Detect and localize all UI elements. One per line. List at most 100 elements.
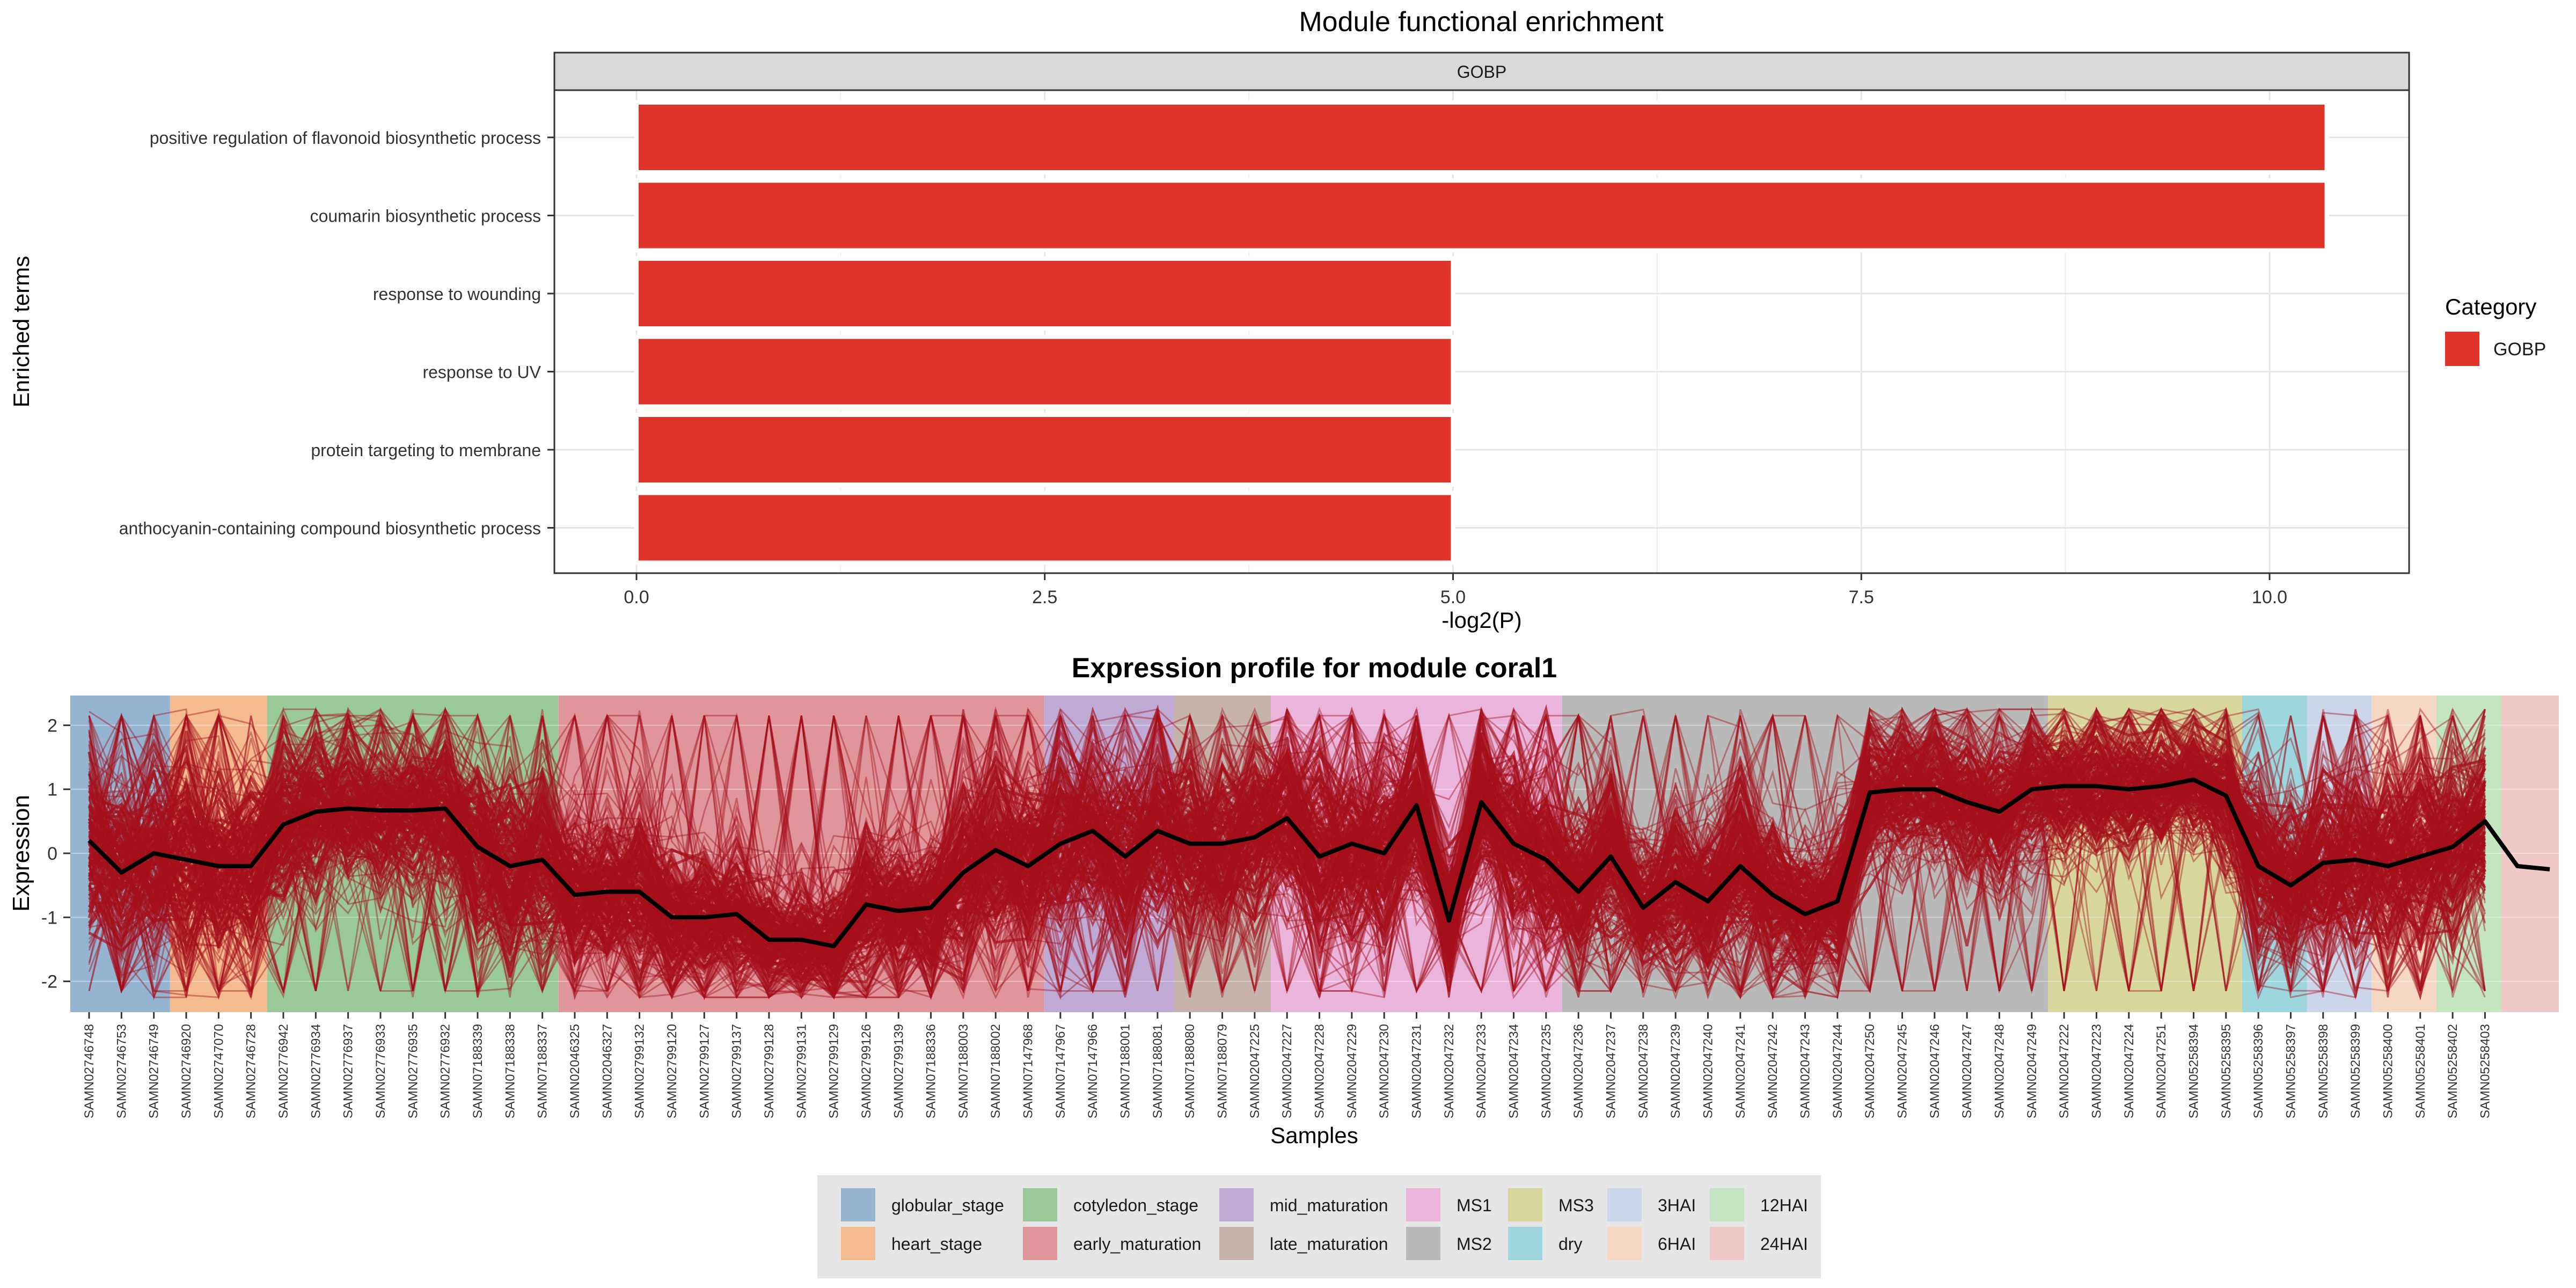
gene-line — [88, 713, 2486, 999]
stage-legend-swatch — [1219, 1188, 1254, 1221]
sample-labels: SAMN02746748 SAMN02746753 SAMN02746749 SAMN… — [82, 1012, 2492, 1118]
x-tick-label: 10.0 — [2252, 587, 2287, 608]
sample-label: SAMN02047233 — [1474, 1024, 1489, 1118]
term-label: coumarin biosynthetic process — [310, 207, 541, 226]
sample-label: SAMN05258401 — [2413, 1024, 2428, 1118]
term-label: protein targeting to membrane — [311, 441, 541, 460]
sample-label: SAMN02047231 — [1410, 1024, 1424, 1118]
enrichment-bar — [634, 491, 1455, 565]
stage-legend-swatch — [1607, 1188, 1642, 1221]
sample-label: SAMN02776932 — [438, 1024, 453, 1118]
sample-label: SAMN02047223 — [2089, 1024, 2104, 1118]
x-tick-label: 0.0 — [624, 587, 649, 608]
y-tick-label: 1 — [47, 780, 57, 800]
sample-label: SAMN02799120 — [665, 1024, 679, 1118]
sample-label: SAMN02799131 — [794, 1024, 809, 1118]
gene-line — [88, 715, 2486, 999]
term-label: response to wounding — [373, 284, 541, 304]
sample-label: SAMN05258395 — [2219, 1024, 2234, 1118]
sample-label: SAMN02799137 — [730, 1024, 744, 1118]
sample-label: SAMN02776934 — [309, 1024, 323, 1118]
expression-y-axis-label: Expression — [8, 795, 34, 912]
stage-legend-label: early_maturation — [1073, 1234, 1201, 1254]
sample-label: SAMN05258398 — [2316, 1024, 2331, 1118]
sample-label: SAMN05258396 — [2251, 1024, 2266, 1118]
sample-label: SAMN07188338 — [503, 1024, 517, 1118]
sample-label: SAMN02046327 — [600, 1024, 614, 1118]
enrichment-bar — [634, 178, 2329, 253]
sample-label: SAMN02047247 — [1960, 1024, 1974, 1118]
sample-label: SAMN02047234 — [1507, 1024, 1521, 1118]
stage-legend-swatch — [1023, 1227, 1057, 1260]
sample-label: SAMN02799128 — [762, 1024, 777, 1118]
stage-legend-swatch — [1508, 1227, 1542, 1260]
enrichment-y-axis-label: Enriched terms — [9, 256, 34, 407]
sample-label: SAMN02047232 — [1442, 1024, 1457, 1118]
stage-legend-swatch — [1607, 1227, 1642, 1260]
sample-label: SAMN02047251 — [2154, 1024, 2169, 1118]
y-tick-label: 0 — [47, 844, 57, 864]
enrichment-x-axis-label: -log2(P) — [1441, 608, 1521, 633]
sample-label: SAMN02047238 — [1636, 1024, 1651, 1118]
stage-legend-label: cotyledon_stage — [1073, 1196, 1198, 1215]
stage-legend-label: 12HAI — [1760, 1196, 1808, 1215]
stage-legend-label: MS1 — [1457, 1196, 1492, 1215]
stage-legend-entries: globular_stage heart_stage cotyledon_stage… — [841, 1188, 1808, 1260]
facet-strip — [553, 52, 2410, 91]
sample-label: SAMN05258399 — [2348, 1024, 2363, 1118]
sample-label: SAMN02047222 — [2057, 1024, 2072, 1118]
sample-label: SAMN02047224 — [2122, 1024, 2136, 1118]
term-label: anthocyanin-containing compound biosynth… — [119, 519, 541, 538]
stage-block — [2047, 696, 2242, 1012]
sample-label: SAMN07188001 — [1118, 1024, 1133, 1118]
sample-label: SAMN02799126 — [859, 1024, 874, 1118]
gene-line — [88, 732, 2486, 984]
enrichment-legend: Category GOBP — [2445, 294, 2546, 366]
stage-legend-label: MS2 — [1457, 1234, 1492, 1254]
sample-label: SAMN02746749 — [147, 1024, 162, 1118]
stage-legend-label: heart_stage — [891, 1234, 982, 1254]
sample-label: SAMN02047228 — [1313, 1024, 1327, 1118]
sample-label: SAMN02047230 — [1377, 1024, 1392, 1118]
sample-label: SAMN07147967 — [1053, 1024, 1068, 1118]
enrichment-bar — [634, 413, 1455, 487]
stage-legend-label: 6HAI — [1658, 1234, 1696, 1254]
stage-legend-label: 24HAI — [1760, 1234, 1808, 1254]
sample-label: SAMN02047245 — [1895, 1024, 1909, 1118]
stage-legend-swatch — [1219, 1227, 1254, 1260]
sample-label: SAMN07188081 — [1151, 1024, 1165, 1118]
sample-label: SAMN02047225 — [1248, 1024, 1262, 1118]
enrichment-chart-title: Module functional enrichment — [1299, 6, 1664, 38]
stage-legend-background — [817, 1175, 1821, 1278]
sample-label: SAMN02776937 — [341, 1024, 356, 1118]
sample-label: SAMN02047243 — [1798, 1024, 1812, 1118]
stage-legend-swatch — [1508, 1188, 1542, 1221]
sample-label: SAMN02047229 — [1345, 1024, 1359, 1118]
sample-label: SAMN02047246 — [1928, 1024, 1942, 1118]
enrichment-legend-swatch — [2445, 332, 2479, 366]
sample-label: SAMN07188002 — [989, 1024, 1003, 1118]
stage-legend-swatch — [1406, 1188, 1440, 1221]
y-tick-label: 2 — [47, 715, 57, 736]
sample-label: SAMN02776935 — [406, 1024, 420, 1118]
stage-legend-label: mid_maturation — [1270, 1196, 1388, 1215]
sample-label: SAMN02047241 — [1733, 1024, 1748, 1118]
sample-label: SAMN02047244 — [1831, 1024, 1845, 1118]
expression-x-axis-label: Samples — [1270, 1123, 1358, 1148]
sample-label: SAMN02799129 — [827, 1024, 841, 1118]
sample-label: SAMN02746748 — [82, 1024, 97, 1118]
stage-legend: globular_stage heart_stage cotyledon_stage… — [817, 1175, 1821, 1278]
enrichment-bar — [634, 257, 1455, 331]
stage-legend-swatch — [841, 1227, 875, 1260]
sample-label: SAMN02047237 — [1604, 1024, 1619, 1118]
expression-profile-chart: Expression profile for module coral1 2 1 0… — [8, 653, 2559, 1278]
sample-label: SAMN07147966 — [1086, 1024, 1100, 1118]
sample-label: SAMN07188003 — [956, 1024, 971, 1118]
sample-label: SAMN02047248 — [1992, 1024, 2007, 1118]
gene-line — [88, 720, 2486, 981]
x-tick-label: 2.5 — [1032, 587, 1057, 608]
enrichment-bar — [634, 100, 2329, 174]
enrichment-term-labels: positive regulation of flavonoid biosynt… — [119, 128, 554, 538]
sample-label: SAMN07188337 — [536, 1024, 550, 1118]
stage-legend-swatch — [1710, 1227, 1744, 1260]
